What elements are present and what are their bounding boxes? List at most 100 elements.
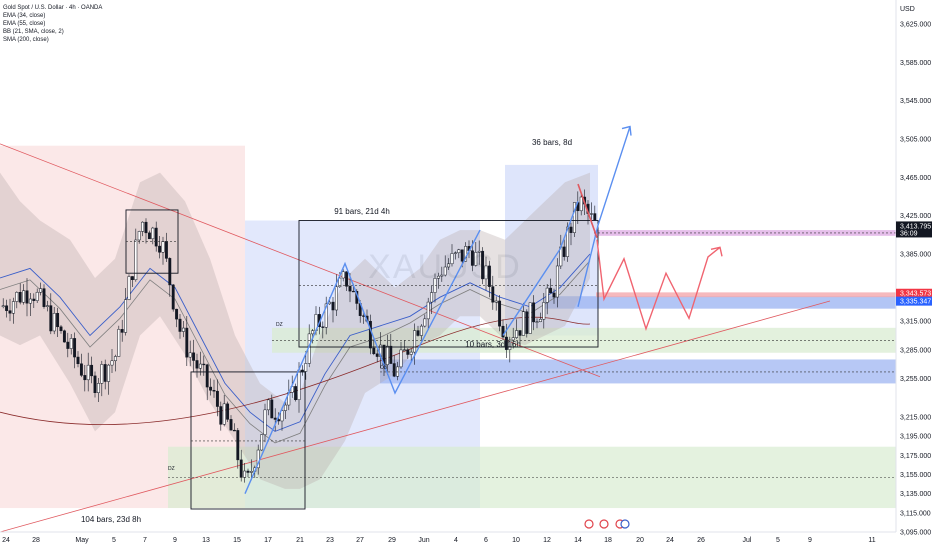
candle-body — [229, 419, 233, 431]
projection-down-line — [596, 239, 721, 331]
zone-blue-ob — [380, 359, 896, 384]
x-tick-label: 23 — [326, 537, 334, 544]
ema-55-line — [0, 260, 591, 444]
candle — [549, 278, 553, 294]
indicator-ema55[interactable]: EMA (55, close) — [3, 21, 46, 27]
candle-body — [545, 287, 549, 303]
watermark-symbol: XAUUSD — [368, 248, 522, 286]
x-tick-label: 4 — [454, 537, 458, 544]
candle-body — [351, 290, 355, 293]
candle — [246, 468, 250, 478]
candle — [249, 459, 253, 481]
candle — [481, 247, 485, 285]
candle-body — [28, 298, 32, 304]
candle — [107, 363, 111, 395]
candle-body — [392, 363, 396, 377]
candle — [436, 272, 440, 289]
candle — [515, 319, 519, 339]
y-tick-label: 3,095.000 — [900, 530, 931, 537]
candle-body — [440, 274, 444, 277]
candle-body — [239, 459, 243, 478]
projection-down-arrowhead — [710, 246, 723, 257]
candle — [260, 434, 264, 451]
symbol-title[interactable]: Gold Spot / U.S. Dollar · 4h · OANDA — [3, 5, 103, 11]
economic-event-icon[interactable] — [599, 519, 609, 529]
candle — [579, 194, 583, 216]
time-axis-background — [0, 532, 932, 550]
x-tick-label: Jul — [743, 537, 752, 544]
candle-body — [164, 241, 168, 259]
candle-body — [249, 471, 253, 473]
annotation-label: 36 bars, 8d — [532, 138, 572, 147]
candle — [25, 278, 29, 317]
candle-body — [73, 338, 77, 358]
candle — [385, 334, 389, 375]
candle — [32, 293, 36, 309]
y-tick-label: 3,155.000 — [900, 472, 931, 479]
currency-label: USD — [900, 6, 915, 13]
candle-body — [181, 327, 185, 332]
candle-body — [477, 250, 481, 253]
indicator-bb[interactable]: BB (21, SMA, close, 2) — [3, 29, 64, 35]
x-tick-label: 5 — [776, 537, 780, 544]
indicator-sma200[interactable]: SMA (200, close) — [3, 37, 49, 43]
x-tick-label: May — [75, 537, 89, 544]
candle — [171, 284, 175, 312]
candle — [532, 295, 536, 331]
candle — [572, 202, 576, 237]
candle — [375, 349, 379, 363]
price-label-bg — [896, 288, 932, 298]
candle — [212, 379, 216, 398]
candle — [22, 284, 26, 305]
candle-body — [11, 301, 15, 314]
candle — [158, 235, 162, 259]
candle — [518, 330, 522, 346]
candle — [491, 275, 495, 310]
candle — [56, 307, 60, 337]
candle — [209, 378, 213, 396]
economic-event-icon[interactable] — [584, 519, 594, 529]
candle-body — [521, 311, 525, 336]
candle-body — [430, 292, 434, 303]
flag-event-icon[interactable] — [620, 519, 630, 529]
candle — [8, 298, 12, 322]
price-label[interactable]: 3,343.573 — [896, 288, 932, 298]
indicator-ema34[interactable]: EMA (34, close) — [3, 13, 46, 19]
candle-body — [32, 298, 36, 301]
candle-body — [83, 375, 87, 381]
candle-body — [297, 369, 301, 400]
candle-body — [484, 265, 488, 280]
x-tick-label: 17 — [264, 537, 272, 544]
candle-body — [338, 277, 342, 288]
candle-body — [532, 302, 536, 323]
candle — [28, 293, 32, 317]
candle — [15, 291, 19, 309]
candle-body — [368, 320, 372, 349]
candle-body — [518, 330, 522, 336]
candle — [498, 294, 502, 332]
candle-body — [66, 341, 70, 349]
candle-body — [487, 265, 491, 287]
ascending-trendline — [0, 300, 831, 533]
candle — [283, 401, 287, 420]
candle-body — [219, 406, 223, 425]
candle-body — [579, 196, 583, 212]
candle — [110, 349, 114, 373]
candle — [59, 324, 63, 334]
candle-body — [120, 329, 124, 333]
candle-body — [498, 300, 502, 327]
candle-body — [158, 245, 162, 253]
candle — [83, 365, 87, 392]
candle-body — [270, 399, 274, 419]
candle — [406, 348, 410, 359]
candle — [86, 352, 90, 392]
candle-body — [311, 330, 315, 335]
candle-body — [103, 364, 107, 382]
price-label[interactable]: 3,335.347 — [896, 296, 932, 306]
candle — [120, 319, 124, 342]
candle — [229, 415, 233, 431]
candle-body — [406, 349, 410, 355]
